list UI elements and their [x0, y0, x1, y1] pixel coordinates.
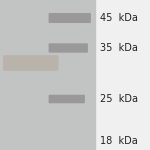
Text: 45  kDa: 45 kDa — [100, 13, 138, 23]
FancyBboxPatch shape — [49, 13, 91, 23]
FancyBboxPatch shape — [3, 55, 58, 71]
Text: 18  kDa: 18 kDa — [100, 136, 138, 146]
Bar — [0, 0, 95, 150]
Text: 35  kDa: 35 kDa — [100, 43, 138, 53]
Text: 25  kDa: 25 kDa — [100, 94, 138, 104]
FancyBboxPatch shape — [49, 43, 88, 53]
FancyBboxPatch shape — [49, 95, 85, 103]
